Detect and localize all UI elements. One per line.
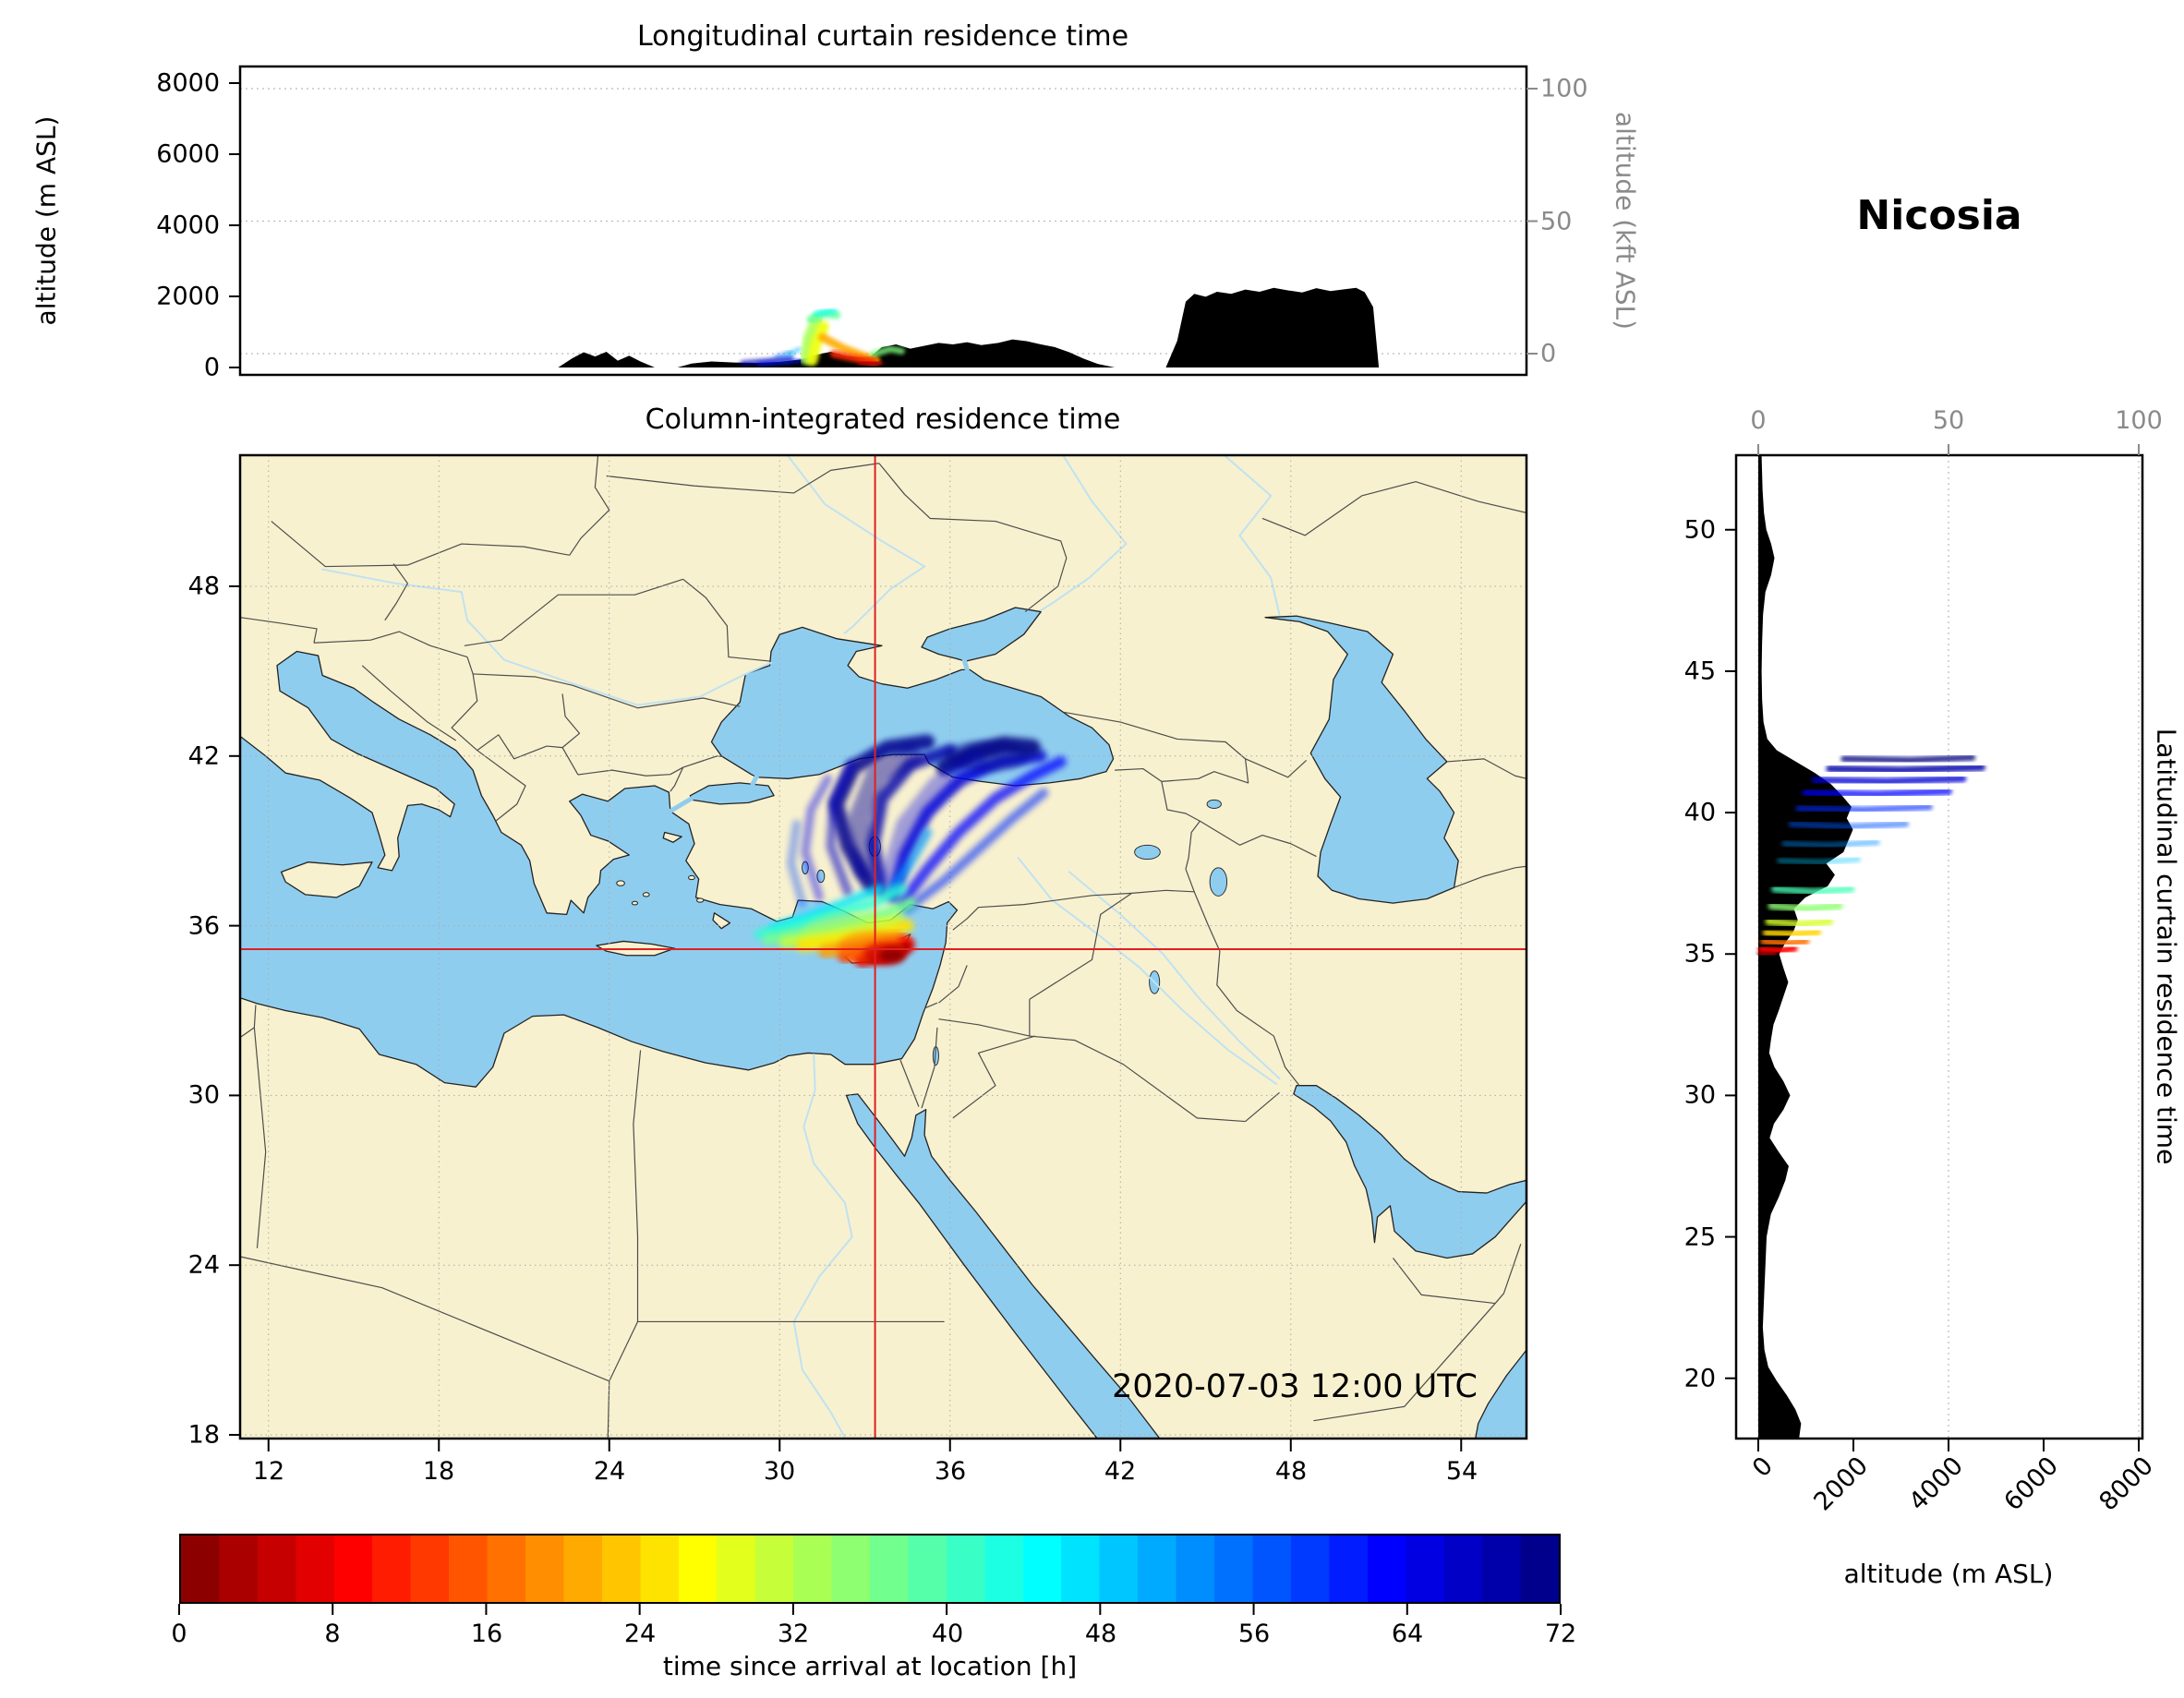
long-ytick: 2000 xyxy=(156,282,220,311)
long-ytick: 6000 xyxy=(156,139,220,169)
longitudinal-ylabel: altitude (m ASL) xyxy=(30,115,62,326)
long-ytick: 4000 xyxy=(156,211,220,240)
map-xtick: 24 xyxy=(593,1457,626,1486)
cbar-tick: 64 xyxy=(1391,1620,1424,1648)
map-ytick: 30 xyxy=(187,1080,220,1110)
long-ytick-kft: 0 xyxy=(1540,339,1557,368)
map-ytick: 18 xyxy=(187,1420,220,1450)
cbar-tick: 24 xyxy=(623,1620,657,1648)
map-xtick: 54 xyxy=(1445,1457,1478,1486)
long-ytick: 0 xyxy=(203,353,220,382)
cbar-tick: 0 xyxy=(171,1620,187,1648)
lat-ytick: 30 xyxy=(1683,1080,1716,1110)
lat-ytick: 35 xyxy=(1683,939,1716,969)
lat-ytick: 25 xyxy=(1683,1222,1716,1252)
map-xtick: 18 xyxy=(422,1457,455,1486)
lat-ytick: 50 xyxy=(1683,515,1716,545)
lat-ytick: 40 xyxy=(1683,798,1716,827)
lat-ytick: 20 xyxy=(1683,1364,1716,1393)
cbar-tick: 72 xyxy=(1544,1620,1577,1648)
lat-ytick: 45 xyxy=(1683,656,1716,686)
map-xtick: 30 xyxy=(763,1457,796,1486)
station-name: Nicosia xyxy=(1856,192,2022,239)
lat-xtick-kft: 100 xyxy=(2115,406,2163,435)
map-ytick: 36 xyxy=(187,911,220,941)
map-xtick: 12 xyxy=(252,1457,285,1486)
cbar-tick: 56 xyxy=(1237,1620,1271,1648)
map-xtick: 42 xyxy=(1104,1457,1137,1486)
cbar-tick: 32 xyxy=(777,1620,810,1648)
longitudinal-panel-title: Longitudinal curtain residence time xyxy=(636,20,1129,53)
cbar-tick: 8 xyxy=(324,1620,341,1648)
long-ytick-kft: 50 xyxy=(1540,207,1573,236)
cbar-tick: 40 xyxy=(931,1620,964,1648)
colorbar-gradient xyxy=(181,1535,1559,1602)
datetime-label: 2020-07-03 12:00 UTC xyxy=(1112,1368,1478,1405)
latitudinal-xlabel: altitude (m ASL) xyxy=(1843,1559,2054,1589)
long-ytick-kft: 100 xyxy=(1540,74,1588,103)
map-xtick: 36 xyxy=(934,1457,967,1486)
latitudinal-panel-title: Latitudinal curtain residence time xyxy=(2151,728,2182,1165)
cbar-tick: 16 xyxy=(470,1620,503,1648)
map-xtick: 48 xyxy=(1274,1457,1308,1486)
map-ytick: 24 xyxy=(187,1250,220,1280)
colorbar xyxy=(179,1534,1561,1604)
longitudinal-ylabel-right: altitude (kft ASL) xyxy=(1610,111,1641,331)
cbar-tick: 48 xyxy=(1084,1620,1117,1648)
map-ytick: 48 xyxy=(187,572,220,601)
long-ytick: 8000 xyxy=(156,68,220,98)
lat-xtick-kft: 50 xyxy=(1932,406,1965,435)
lat-xtick-kft: 0 xyxy=(1750,406,1767,435)
map-panel-title: Column-integrated residence time xyxy=(645,403,1121,436)
map-ytick: 42 xyxy=(187,741,220,771)
colorbar-label: time since arrival at location [h] xyxy=(662,1651,1078,1681)
